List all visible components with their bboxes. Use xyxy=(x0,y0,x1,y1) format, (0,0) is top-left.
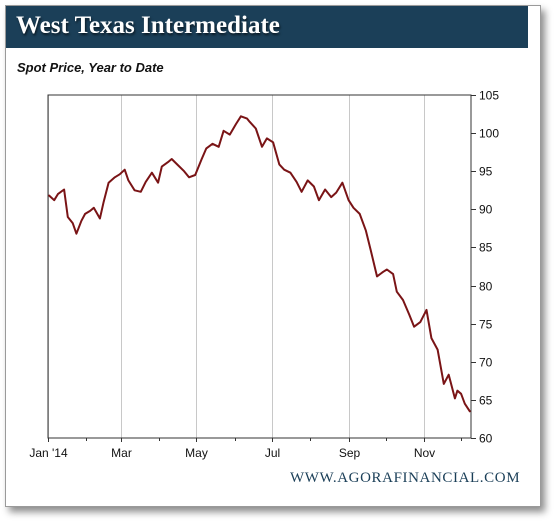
y-tick-label: 70 xyxy=(479,356,493,370)
y-tick-label: 100 xyxy=(479,127,499,141)
x-tick-label: May xyxy=(185,446,208,460)
x-tick-label: Mar xyxy=(111,446,132,460)
gridlines xyxy=(48,95,425,438)
x-tick-label: Sep xyxy=(339,446,361,460)
y-tick-label: 85 xyxy=(479,241,493,255)
chart-subtitle: Spot Price, Year to Date xyxy=(17,60,164,75)
price-series-line xyxy=(48,115,471,413)
chart-title: West Texas Intermediate xyxy=(16,12,280,39)
plot-area-frame xyxy=(47,94,472,439)
y-tick-label: 80 xyxy=(479,280,493,294)
y-tick-label: 60 xyxy=(479,432,493,446)
x-tick-label: Jan '14 xyxy=(29,446,68,460)
source-url: WWW.AGORAFINANCIAL.COM xyxy=(290,470,521,486)
y-tick-label: 65 xyxy=(479,394,493,408)
y-tick-label: 75 xyxy=(479,318,493,332)
y-tick-label: 105 xyxy=(479,89,499,103)
axis-ticks xyxy=(48,95,476,442)
tick-labels: Jan '14 Mar May Jul Sep Nov 60 65 70 75 80 85 90 95 10… xyxy=(29,89,499,461)
title-bar: West Texas Intermediate xyxy=(6,6,528,48)
x-tick-label: Nov xyxy=(414,446,435,460)
series-layer xyxy=(48,115,471,413)
y-tick-label: 90 xyxy=(479,203,493,217)
y-tick-label: 95 xyxy=(479,165,493,179)
x-tick-label: Jul xyxy=(265,446,280,460)
